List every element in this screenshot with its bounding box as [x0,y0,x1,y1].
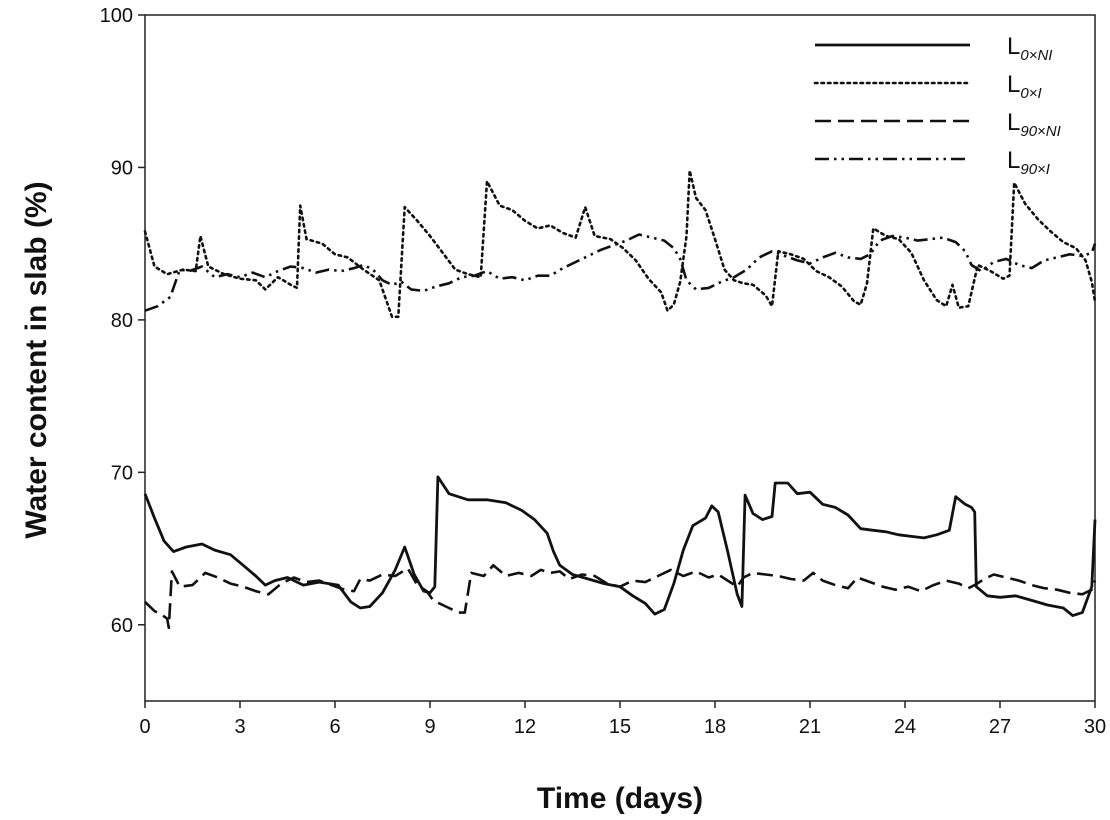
legend-label-2: L0×I [1007,71,1042,102]
y-tick-label: 100 [100,5,133,27]
x-tick-label: 21 [799,716,821,738]
y-axis-title: Water content in slab (%) [20,181,53,538]
series-line-2 [145,171,1095,317]
x-tick-label: 24 [894,716,916,738]
y-tick-label: 70 [111,462,133,484]
x-tick-label: 6 [329,716,340,738]
series-layer [145,171,1095,628]
legend-label-4: L90×I [1007,147,1050,178]
x-tick-label: 0 [139,716,150,738]
plot-area [145,15,1095,701]
y-axis: 60 70 80 90 100 [100,5,145,637]
x-tick-label: 18 [704,716,726,738]
legend-label-subscript: 0×NI [1020,47,1052,64]
y-tick-label: 60 [111,615,133,637]
y-tick-label: 90 [111,157,133,179]
line-chart: 60 70 80 90 100 0 3 6 9 12 15 18 21 24 27 30 Time (day… [0,0,1110,820]
legend-label-1: L0×NI [1007,33,1052,64]
legend-label-main: L [1007,33,1020,60]
x-tick-label: 15 [609,716,631,738]
x-tick-label: 9 [424,716,435,738]
legend-label-main: L [1007,71,1020,98]
legend-label-subscript: 90×NI [1020,123,1060,140]
x-tick-label: 27 [989,716,1011,738]
y-tick-label: 80 [111,310,133,332]
legend-label-main: L [1007,109,1020,136]
series-line-1 [145,477,1095,616]
legend-label-subscript: 0×I [1020,85,1041,102]
series-line-3 [145,565,1095,628]
x-tick-label: 3 [234,716,245,738]
x-tick-label: 30 [1084,716,1106,738]
legend-label-subscript: 90×I [1020,161,1050,178]
legend-label-main: L [1007,147,1020,174]
x-tick-label: 12 [514,716,536,738]
x-axis-title: Time (days) [537,782,703,815]
legend-label-3: L90×NI [1007,109,1061,140]
x-axis: 0 3 6 9 12 15 18 21 24 27 30 [139,701,1106,738]
